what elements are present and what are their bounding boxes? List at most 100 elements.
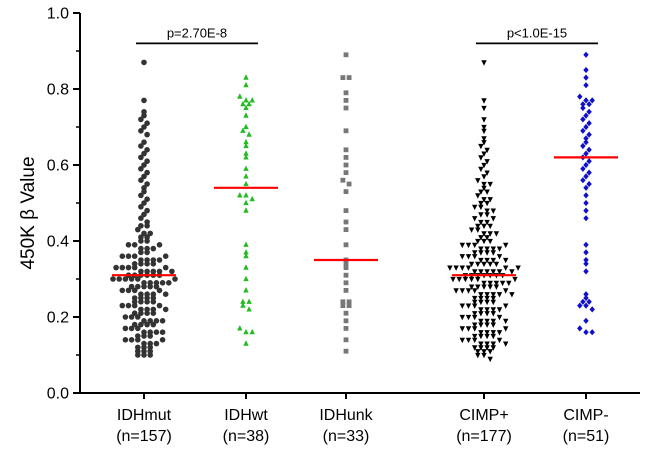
data-point [484, 212, 490, 218]
data-point [135, 337, 141, 343]
data-point [465, 254, 472, 260]
data-point [481, 223, 487, 230]
data-point [453, 265, 459, 271]
data-point [583, 184, 589, 191]
data-point [481, 261, 487, 268]
data-point [243, 138, 249, 145]
data-point [159, 329, 166, 336]
y-tick-label: 0.8 [47, 82, 69, 99]
data-point [240, 100, 246, 107]
chart-axes: 0.0 0.2 0.4 0.6 0.8 1.0 450K β Value IDHmut (n=1… [18, 6, 640, 445]
data-point [138, 143, 144, 149]
data-point [169, 268, 175, 275]
data-point [150, 321, 157, 328]
data-point [243, 154, 249, 160]
data-point [484, 189, 490, 195]
data-point [481, 238, 487, 245]
data-point [138, 177, 144, 183]
data-point [487, 356, 493, 363]
data-point [583, 329, 589, 336]
data-point [343, 98, 349, 103]
data-point [459, 254, 465, 260]
data-point [484, 299, 490, 306]
data-point [490, 299, 496, 306]
data-point [583, 317, 589, 324]
data-point [583, 215, 589, 222]
data-point [141, 211, 147, 218]
data-point [580, 127, 586, 134]
data-point [503, 288, 509, 294]
data-point [481, 284, 487, 290]
data-point [243, 207, 249, 213]
data-point [462, 276, 469, 283]
data-point [475, 178, 481, 184]
data-point [122, 337, 129, 343]
data-point [147, 230, 153, 237]
data-point [583, 74, 589, 81]
data-point [343, 162, 349, 168]
data-point [496, 307, 503, 313]
data-point [484, 250, 490, 256]
data-point [147, 283, 153, 290]
data-point [468, 227, 475, 233]
data-point [144, 261, 150, 267]
data-point [243, 180, 249, 187]
data-point [141, 173, 147, 180]
data-point [577, 325, 583, 332]
data-point [583, 161, 589, 169]
data-point [243, 165, 249, 171]
data-point [472, 269, 478, 275]
data-point [119, 253, 126, 259]
data-point [138, 116, 144, 123]
data-point [125, 264, 132, 271]
data-point [243, 74, 249, 80]
data-point [499, 280, 506, 287]
data-point [246, 306, 252, 312]
data-point [131, 310, 138, 317]
data-point [490, 295, 496, 302]
data-point [243, 328, 249, 335]
data-point [586, 169, 592, 176]
data-point [144, 158, 150, 164]
data-point [583, 82, 589, 89]
data-point [128, 283, 135, 290]
data-point [484, 246, 490, 252]
data-point [490, 216, 496, 222]
data-point [577, 302, 583, 309]
data-point [459, 337, 465, 344]
data-point [484, 295, 490, 302]
data-point [246, 131, 252, 137]
data-point [346, 303, 352, 308]
data-point [343, 219, 349, 225]
data-point [472, 311, 478, 317]
data-point [583, 256, 589, 264]
category-count-label: (n=38) [223, 428, 270, 445]
data-point [478, 292, 484, 298]
data-point [159, 280, 166, 286]
data-point [503, 326, 509, 332]
data-point [343, 242, 349, 248]
data-point [586, 158, 592, 165]
data-point [465, 242, 472, 249]
data-point [343, 208, 349, 213]
data-point [141, 139, 147, 145]
data-point [237, 325, 243, 331]
data-point [496, 337, 503, 344]
data-point [583, 199, 589, 207]
data-point [144, 310, 150, 317]
data-point [583, 192, 589, 199]
data-point [340, 177, 346, 183]
data-point [138, 154, 144, 161]
median-lines [112, 156, 618, 277]
data-point [484, 333, 490, 340]
data-point [487, 197, 493, 203]
data-point [475, 227, 481, 233]
data-point [141, 352, 147, 358]
data-point [484, 318, 490, 325]
data-point [343, 155, 349, 160]
data-point [490, 292, 496, 298]
data-point [156, 302, 163, 309]
data-point [589, 97, 595, 104]
data-point [119, 264, 126, 271]
data-point [343, 348, 349, 354]
